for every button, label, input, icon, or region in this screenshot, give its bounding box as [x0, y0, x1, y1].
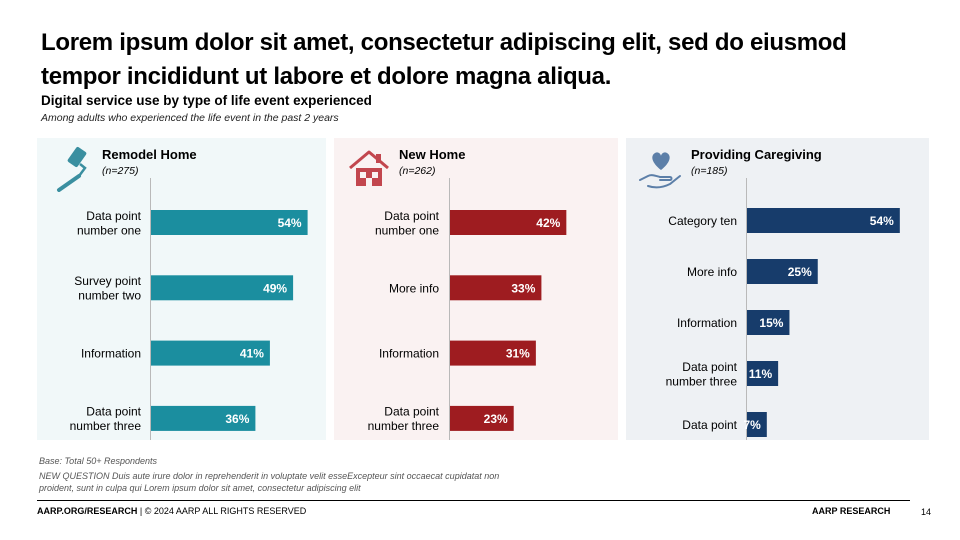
chart-value-label: 41% — [240, 347, 264, 361]
chart-category-label: Data point number three — [368, 405, 440, 434]
chart-value-label: 33% — [511, 281, 535, 295]
paint-roller-icon — [49, 146, 95, 192]
panel-title: Remodel Home — [102, 147, 197, 162]
page-subtitle: Digital service use by type of life even… — [41, 93, 372, 108]
bar-chart-remodel-home: 54% Data point number one 49% Survey point nu… — [70, 178, 308, 440]
chart-category-label: More info — [389, 281, 439, 295]
chart-bar — [747, 259, 818, 284]
chart-bar — [747, 412, 767, 437]
panel-sample-size: (n=185) — [691, 165, 728, 177]
panel-sample-size: (n=275) — [102, 165, 139, 177]
chart-value-label: 31% — [506, 347, 530, 361]
chart-bar — [151, 275, 294, 301]
chart-category-label: Survey point number two — [74, 274, 141, 303]
chart-bar — [450, 405, 514, 431]
footer-site-link[interactable]: AARP.ORG/RESEARCH — [37, 506, 138, 516]
page-headline: Lorem ipsum dolor sit amet, consectetur … — [41, 29, 847, 90]
chart-bar — [450, 275, 542, 301]
panel-providing-caregiving: Providing Caregiving (n=185) 54% Category… — [626, 138, 929, 440]
chart-category-label: Information — [379, 347, 439, 361]
footnote-base: Base: Total 50+ Respondents — [39, 456, 158, 466]
panel-sample-size: (n=262) — [399, 165, 436, 177]
chart-value-label: 36% — [225, 412, 249, 426]
chart-category-label: Information — [81, 347, 141, 361]
chart-bar — [747, 310, 790, 335]
chart-category-label: Data point number one — [375, 209, 440, 238]
chart-value-label: 7% — [743, 418, 761, 432]
chart-bar — [151, 210, 308, 235]
chart-value-label: 54% — [278, 216, 302, 230]
chart-value-label: 42% — [536, 216, 560, 230]
chart-category-label: Information — [677, 316, 737, 330]
footer-copyright: AARP.ORG/RESEARCH | © 2024 AARP ALL RIGH… — [37, 506, 306, 516]
chart-category-label: Data point — [682, 418, 737, 432]
chart-category-label: Data point number one — [77, 209, 142, 238]
chart-bar — [151, 340, 270, 366]
chart-value-label: 25% — [788, 265, 812, 279]
chart-bar — [151, 405, 256, 431]
bar-chart-new-home: 42% Data point number one 33% More info 31% In… — [368, 178, 567, 440]
chart-value-label: 15% — [759, 316, 783, 330]
chart-category-label: More info — [687, 265, 737, 279]
chart-value-label: 11% — [749, 367, 773, 381]
chart-bar — [450, 210, 567, 235]
footnote-question: NEW QUESTION Duis aute irure dolor in re… — [39, 471, 500, 493]
chart-bar — [450, 340, 536, 366]
chart-value-label: 49% — [263, 281, 287, 295]
panel-title: Providing Caregiving — [691, 147, 822, 162]
panel-new-home: New Home (n=262) 42% Data point number one… — [334, 138, 618, 440]
chart-value-label: 23% — [484, 412, 508, 426]
panel-title: New Home — [399, 147, 466, 162]
heart-hand-icon — [638, 146, 684, 192]
house-icon — [346, 146, 392, 192]
footer-rights: | © 2024 AARP ALL RIGHTS RESERVED — [137, 506, 307, 516]
footer-divider — [37, 500, 910, 501]
chart-category-label: Data point number three — [666, 360, 738, 389]
page-subnote: Among adults who experienced the life ev… — [41, 112, 339, 124]
page-number: 14 — [921, 507, 932, 517]
chart-category-label: Data point number three — [70, 405, 142, 434]
chart-category-label: Category ten — [668, 214, 737, 228]
footer-brand: AARP RESEARCH — [812, 506, 891, 516]
panel-remodel-home: Remodel Home (n=275) 54% Data point number… — [37, 138, 326, 440]
chart-bar — [747, 208, 900, 233]
chart-value-label: 54% — [870, 214, 894, 228]
bar-chart-providing-caregiving: 54% Category ten 25% More info 15% Informatio… — [666, 178, 900, 440]
chart-bar — [747, 361, 779, 386]
